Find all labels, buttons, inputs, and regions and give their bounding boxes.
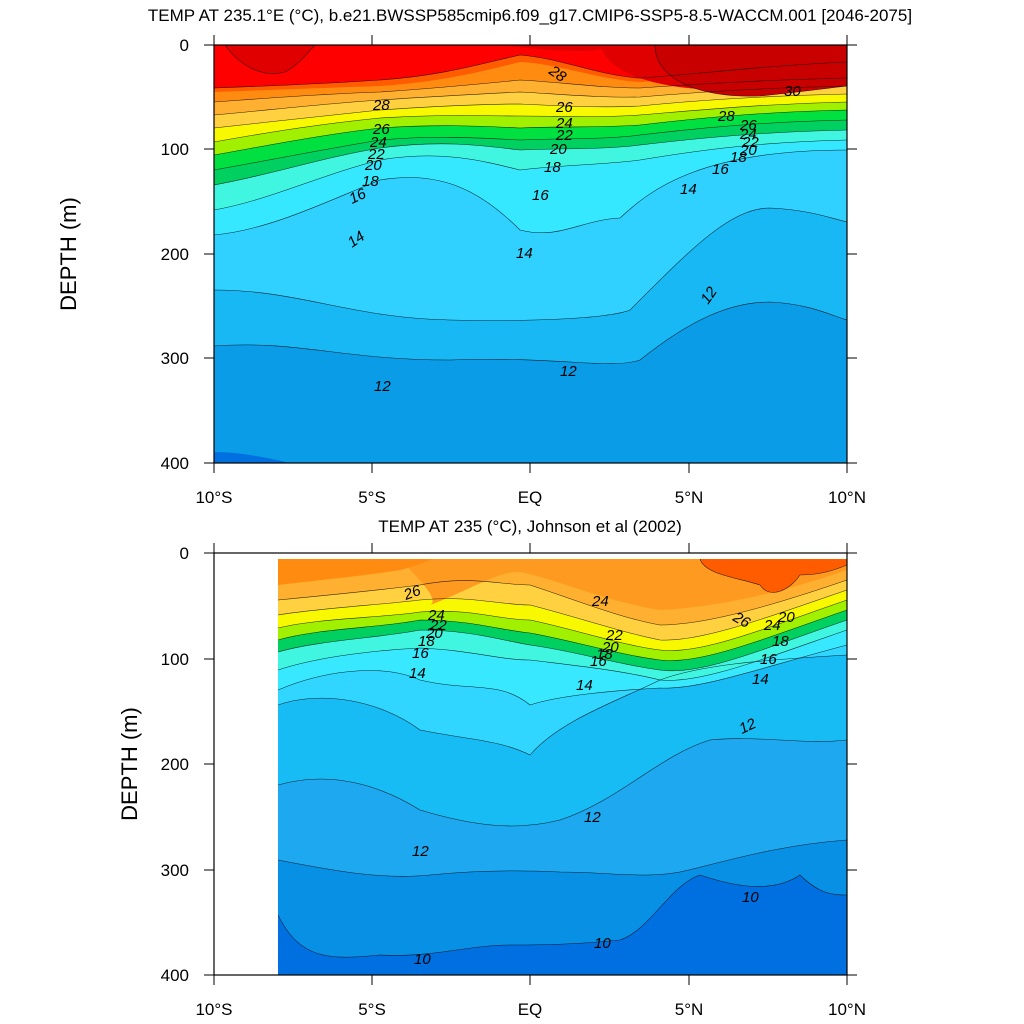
contour-label: 28 — [717, 108, 735, 125]
contour-label: 26 — [372, 121, 390, 138]
y-tick-labels-top: 0 100 200 300 400 — [161, 36, 189, 473]
contour-label: 22 — [555, 127, 573, 144]
contour-label: 24 — [591, 593, 609, 610]
ticks-bottom — [204, 543, 857, 985]
x-tick-label: 5°N — [675, 488, 704, 507]
contour-label: 12 — [412, 843, 429, 860]
contour-label: 18 — [772, 633, 789, 650]
y-tick-label: 400 — [161, 454, 189, 473]
y-tick-label: 100 — [161, 140, 189, 159]
contour-label: 16 — [712, 161, 729, 178]
contour-label: 16 — [347, 185, 370, 208]
y-tick-label: 0 — [180, 544, 189, 563]
y-axis-label-bottom: DEPTH (m) — [117, 707, 142, 821]
y-tick-label: 300 — [161, 861, 189, 880]
x-tick-labels-bottom: 10°S 5°S EQ 5°N 10°N — [195, 1000, 866, 1019]
y-tick-label: 300 — [161, 349, 189, 368]
x-tick-label: EQ — [518, 488, 543, 507]
contour-label: 10 — [742, 889, 759, 906]
y-tick-label: 100 — [161, 650, 189, 669]
x-tick-label: 5°S — [358, 1000, 386, 1019]
contour-label: 24 — [763, 617, 781, 634]
contour-label: 14 — [752, 671, 769, 688]
contour-label: 24 — [427, 607, 445, 624]
contour-label: 24 — [369, 134, 387, 151]
x-tick-label: 10°N — [828, 1000, 866, 1019]
contour-label: 26 — [729, 608, 753, 632]
y-tick-label: 400 — [161, 966, 189, 985]
contour-label: 26 — [401, 582, 424, 604]
x-tick-label: 10°S — [195, 1000, 232, 1019]
contour-label: 20 — [739, 142, 757, 159]
contour-label: 18 — [544, 159, 561, 176]
band-10-top — [214, 452, 290, 463]
contour-label: 12 — [374, 378, 391, 395]
contour-label: 22 — [429, 617, 447, 634]
contour-label: 20 — [777, 609, 795, 626]
contour-label: 26 — [555, 99, 573, 116]
contour-label: 10 — [414, 951, 431, 968]
y-axis-label-top: DEPTH (m) — [56, 197, 81, 311]
x-tick-label: 5°N — [675, 1000, 704, 1019]
contour-label: 18 — [418, 633, 435, 650]
x-tick-label: 10°N — [828, 488, 866, 507]
x-tick-label: 5°S — [358, 488, 386, 507]
contour-field-top — [214, 45, 847, 463]
contour-label: 20 — [425, 625, 443, 642]
contour-label: 16 — [532, 187, 549, 204]
contour-label: 28 — [372, 97, 390, 114]
contour-label: 14 — [409, 665, 426, 682]
x-ticks-top — [204, 35, 857, 473]
y-tick-labels-bottom: 0 100 200 300 400 — [161, 544, 189, 985]
contour-label: 14 — [345, 228, 368, 251]
contour-label: 20 — [549, 141, 567, 158]
contour-label: 20 — [601, 639, 619, 656]
contour-label: 12 — [560, 363, 577, 380]
contour-label: 16 — [760, 651, 777, 668]
band-29b-top — [500, 45, 610, 52]
band-26-bot — [278, 559, 432, 585]
contour-label: 12 — [737, 715, 760, 738]
contour-label: 12 — [584, 809, 601, 826]
contour-labels-top: 28 30 28 26 24 22 20 18 16 14 26 24 22 2… — [345, 62, 802, 395]
contour-label: 26 — [739, 117, 757, 134]
x-tick-label: 10°S — [195, 488, 232, 507]
contour-label: 24 — [739, 126, 757, 143]
contour-label: 22 — [605, 627, 623, 644]
band-30-top — [655, 45, 847, 97]
chart-title-bottom: TEMP AT 235 (°C), Johnson et al (2002) — [378, 517, 682, 536]
band-11-top — [214, 302, 847, 463]
x-tick-labels-top: 10°S 5°S EQ 5°N 10°N — [195, 488, 866, 507]
contour-label: 18 — [596, 646, 613, 663]
contour-labels-bottom: 26 24 22 20 18 16 14 24 22 20 18 16 14 2… — [401, 582, 796, 968]
y-tick-label: 200 — [161, 245, 189, 264]
contour-label: 16 — [590, 653, 607, 670]
y-tick-label: 0 — [180, 36, 189, 55]
x-tick-label: EQ — [518, 1000, 543, 1019]
y-tick-label: 200 — [161, 755, 189, 774]
panel-bottom: TEMP AT 235 (°C), Johnson et al (2002) D… — [117, 517, 866, 1019]
contour-field-bottom — [278, 559, 847, 975]
band-29-top — [225, 45, 315, 74]
contour-label: 18 — [730, 149, 747, 166]
contour-label: 16 — [412, 645, 429, 662]
contour-label: 22 — [367, 146, 385, 163]
contour-label: 24 — [555, 115, 573, 132]
contour-label: 20 — [364, 157, 382, 174]
contour-label: 10 — [594, 935, 611, 952]
contour-label: 22 — [741, 134, 759, 151]
contour-label: 18 — [362, 173, 379, 190]
panel-top: TEMP AT 235.1°E (°C), b.e21.BWSSP585cmip… — [56, 6, 912, 507]
contour-label: 30 — [784, 83, 801, 100]
contour-label: 14 — [516, 245, 533, 262]
contour-label: 14 — [576, 677, 593, 694]
chart-title-top: TEMP AT 235.1°E (°C), b.e21.BWSSP585cmip… — [148, 6, 912, 25]
contour-label: 14 — [680, 181, 697, 198]
band-10-bot — [278, 875, 847, 975]
band-27-bot — [700, 559, 847, 593]
